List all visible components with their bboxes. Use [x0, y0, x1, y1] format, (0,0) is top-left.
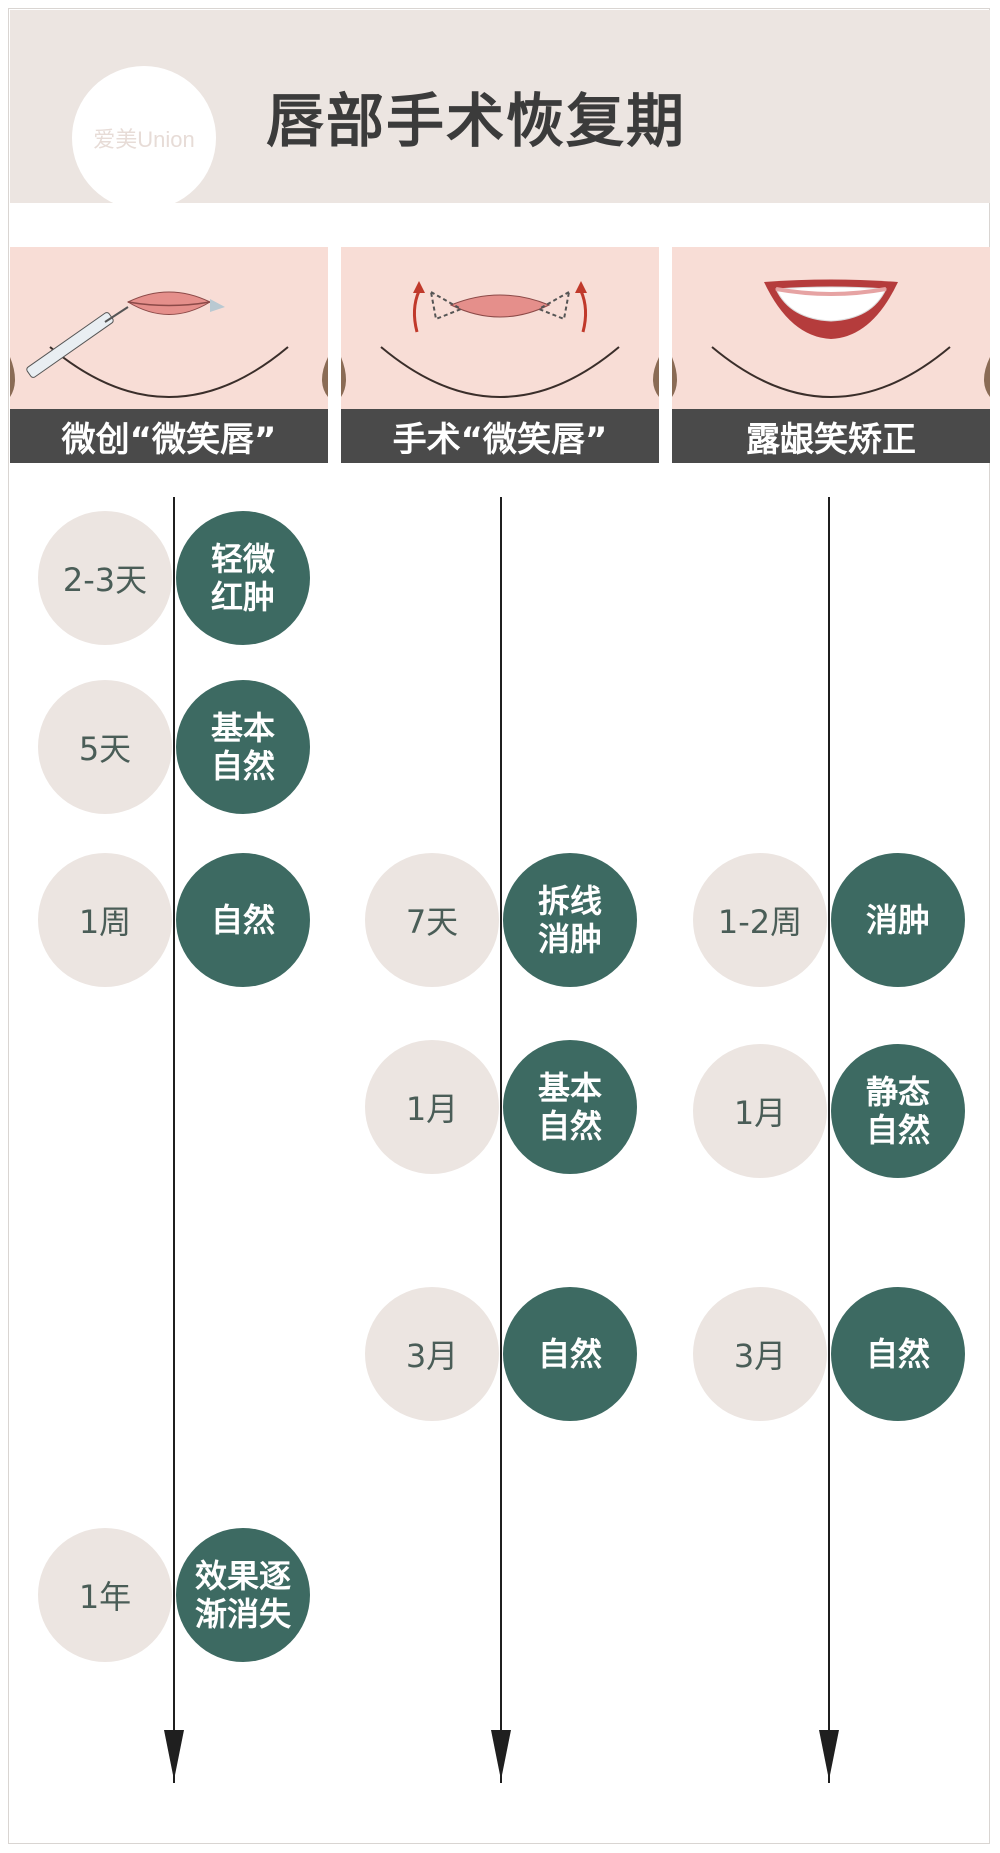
timeline-line	[828, 497, 830, 1783]
state-circle: 轻微 红肿	[176, 511, 310, 645]
state-circle: 基本 自然	[503, 1040, 637, 1174]
timeline-line	[500, 497, 502, 1783]
time-circle: 1-2周	[693, 853, 827, 987]
brand-logo: 爱美Union	[72, 66, 216, 210]
illustration-injection	[10, 247, 328, 409]
state-circle: 静态 自然	[831, 1044, 965, 1178]
time-circle: 5天	[38, 680, 172, 814]
state-circle: 基本 自然	[176, 680, 310, 814]
time-circle: 2-3天	[38, 511, 172, 645]
illustration-surgery	[341, 247, 659, 409]
timeline-line	[173, 497, 175, 1783]
state-circle: 拆线 消肿	[503, 853, 637, 987]
page-title: 唇部手术恢复期	[266, 87, 687, 155]
time-circle: 1年	[38, 1528, 172, 1662]
time-circle: 3月	[365, 1287, 499, 1421]
state-circle: 自然	[176, 853, 310, 987]
panel-surgical: 手术“微笑唇”	[341, 247, 659, 475]
column-label: 露龈笑矫正	[672, 409, 990, 463]
state-circle: 自然	[503, 1287, 637, 1421]
state-circle: 消肿	[831, 853, 965, 987]
timeline-arrow-icon	[819, 1730, 839, 1780]
column-label: 手术“微笑唇”	[341, 409, 659, 463]
time-circle: 3月	[693, 1287, 827, 1421]
panel-gummy-smile: 露龈笑矫正	[672, 247, 990, 475]
header: 爱美Union 唇部手术恢复期	[10, 10, 990, 210]
timeline-arrow-icon	[164, 1730, 184, 1780]
timeline-arrow-icon	[491, 1730, 511, 1780]
illustration-smile	[672, 247, 990, 409]
time-circle: 1月	[365, 1040, 499, 1174]
time-circle: 1周	[38, 853, 172, 987]
state-circle: 自然	[831, 1287, 965, 1421]
time-circle: 1月	[693, 1044, 827, 1178]
time-circle: 7天	[365, 853, 499, 987]
logo-text: 爱美Union	[93, 127, 195, 152]
column-label: 微创“微笑唇”	[10, 409, 328, 463]
panel-minimally-invasive: 微创“微笑唇”	[10, 247, 328, 475]
state-circle: 效果逐 渐消失	[176, 1528, 310, 1662]
